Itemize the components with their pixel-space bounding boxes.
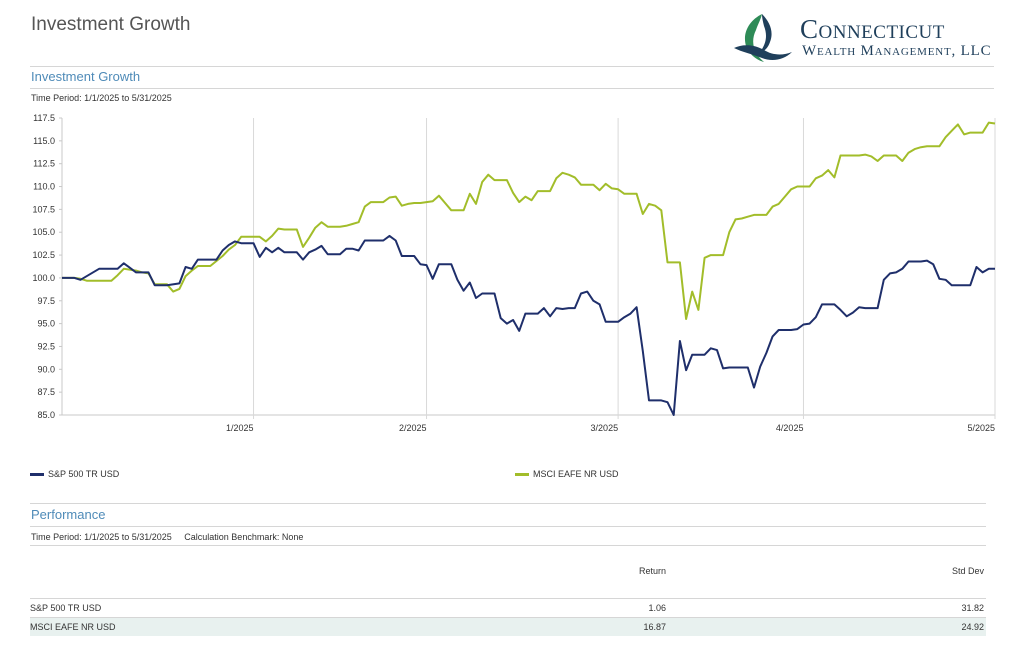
performance-time-period: Time Period: 1/1/2025 to 5/31/2025 Calcu…: [31, 532, 303, 542]
performance-table: Return Std Dev S&P 500 TR USD 1.06 31.82…: [30, 560, 986, 636]
table-header: Return Std Dev: [30, 560, 986, 580]
growth-time-period: Time Period: 1/1/2025 to 5/31/2025: [31, 93, 172, 103]
row-name: S&P 500 TR USD: [30, 603, 102, 613]
header-return: Return: [638, 566, 666, 576]
y-tick-label: 112.5: [33, 159, 55, 169]
table-row: MSCI EAFE NR USD 16.87 24.92: [30, 617, 986, 636]
performance-title-divider: [30, 526, 986, 527]
row-std-dev: 24.92: [961, 622, 984, 632]
header-std-dev: Std Dev: [951, 566, 984, 576]
x-tick-label: 3/2025: [591, 423, 619, 433]
y-tick-label: 97.5: [37, 296, 55, 306]
company-logo: Connecticut Wealth Management, LLC: [728, 10, 1003, 65]
investment-growth-chart: 1/2025 2/2025 3/2025 4/2025 5/2025 85.0 87.5 90…: [32, 113, 996, 433]
performance-period-divider: [30, 545, 986, 546]
legend-eafe-label: MSCI EAFE NR USD: [533, 469, 619, 479]
logo-mark-icon: [734, 14, 792, 62]
y-tick-label: 92.5: [37, 341, 55, 351]
y-tick-label: 102.5: [32, 250, 55, 260]
y-tick-label: 100.0: [32, 273, 55, 283]
logo-subtitle: Wealth Management, LLC: [802, 43, 992, 59]
legend-sp500-swatch: [30, 472, 44, 476]
x-tick-label: 5/2025: [967, 423, 995, 433]
legend-divider: [30, 503, 986, 504]
y-tick-label: 105.0: [32, 227, 55, 237]
series-line-eafe: [62, 121, 996, 320]
growth-section-title: Investment Growth: [31, 69, 141, 84]
y-tick-label: 115.0: [33, 136, 55, 146]
y-tick-label: 87.5: [37, 387, 55, 397]
y-tick-label: 110.0: [33, 182, 55, 192]
row-return: 16.87: [643, 622, 666, 632]
y-tick-label: 117.5: [33, 113, 55, 123]
page-title: Investment Growth: [31, 14, 191, 35]
growth-title-divider: [30, 88, 994, 89]
y-tick-label: 85.0: [37, 410, 55, 420]
y-tick-label: 95.0: [37, 319, 55, 329]
legend-eafe-swatch: [515, 472, 529, 476]
row-return: 1.06: [648, 603, 666, 613]
x-tick-label: 1/2025: [226, 423, 254, 433]
performance-period-text: Time Period: 1/1/2025 to 5/31/2025: [31, 532, 172, 542]
legend-sp500: S&P 500 TR USD: [30, 469, 119, 479]
series-line-sp500: [62, 234, 995, 416]
legend-sp500-label: S&P 500 TR USD: [48, 469, 120, 479]
x-tick-label: 2/2025: [399, 423, 427, 433]
y-tick-label: 90.0: [37, 364, 55, 374]
x-tick-label: 4/2025: [776, 423, 804, 433]
logo-name: Connecticut: [800, 14, 945, 44]
benchmark-text: Calculation Benchmark: None: [184, 532, 304, 542]
performance-section-title: Performance: [31, 507, 106, 522]
row-std-dev: 31.82: [961, 603, 984, 613]
header-divider: [30, 66, 994, 67]
table-row: S&P 500 TR USD 1.06 31.82: [30, 598, 986, 617]
row-name: MSCI EAFE NR USD: [30, 622, 116, 632]
legend-eafe: MSCI EAFE NR USD: [515, 469, 619, 479]
y-tick-label: 107.5: [32, 204, 55, 214]
